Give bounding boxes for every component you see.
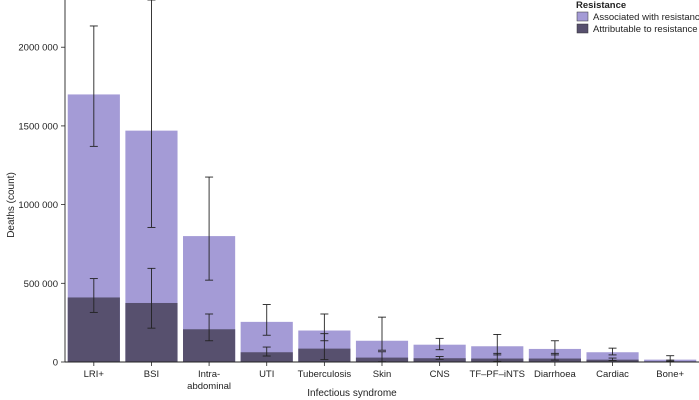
y-tick-labels: 0 500 000 1000 000 1500 000 2000 000 — [18, 43, 58, 369]
legend-swatch-attributable — [576, 23, 589, 34]
axes — [61, 0, 699, 366]
error-bar-attributable — [89, 278, 98, 313]
error-bar-associated — [147, 0, 156, 228]
x-tick-label: TF–PF–iNTS — [470, 369, 525, 380]
y-tick-label: 2000 000 — [18, 43, 58, 54]
x-tick-label: Intra-abdominal — [187, 369, 231, 392]
y-tick-label: 500 000 — [24, 279, 58, 290]
error-bar-associated — [608, 347, 617, 356]
legend: Resistance Associated with resistance At… — [576, 0, 699, 35]
error-bars — [89, 0, 675, 363]
x-axis-label: Infectious syndrome — [307, 388, 397, 399]
x-tick-label: Bone+ — [656, 369, 684, 380]
y-tick-label: 0 — [53, 358, 58, 369]
legend-title: Resistance — [576, 0, 626, 11]
error-bar-associated — [205, 176, 214, 281]
bar-attributable — [413, 358, 466, 362]
x-tick-label: BSI — [144, 369, 159, 380]
y-axis-label: Deaths (count) — [6, 172, 17, 238]
error-bar-associated — [435, 337, 444, 351]
y-tick-label: 1000 000 — [18, 200, 58, 211]
legend-label-associated: Associated with resistance — [593, 12, 699, 23]
error-bar-attributable — [205, 313, 214, 342]
x-tick-label: LRI+ — [84, 369, 105, 380]
x-tick-label: UTI — [259, 369, 274, 380]
error-bar-associated — [262, 304, 271, 336]
error-bar-attributable — [262, 346, 271, 357]
error-bar-attributable — [435, 356, 444, 360]
y-tick-label: 1500 000 — [18, 121, 58, 132]
legend-swatch-associated — [576, 11, 589, 22]
x-tick-labels: LRI+ BSI Intra-abdominal UTI Tuberculosis Ski… — [84, 369, 685, 392]
bar-attributable — [240, 352, 293, 362]
x-tick-label: Tuberculosis — [298, 369, 352, 380]
error-bar-attributable — [147, 267, 156, 329]
error-bar-associated — [378, 316, 386, 351]
error-bar-attributable — [608, 357, 617, 362]
error-bar-attributable — [550, 352, 559, 361]
x-tick-label: CNS — [430, 369, 450, 380]
bar-associated — [586, 352, 639, 362]
bar-associated — [413, 344, 466, 362]
legend-label-attributable: Attributable to resistance — [593, 24, 698, 35]
x-tick-label: Skin — [373, 369, 391, 380]
error-bar-attributable — [493, 352, 502, 362]
error-bar-attributable — [320, 333, 329, 361]
x-tick-label: Diarrhoea — [534, 369, 576, 380]
error-bar-associated — [89, 25, 98, 147]
x-tick-label: Cardiac — [596, 369, 629, 380]
